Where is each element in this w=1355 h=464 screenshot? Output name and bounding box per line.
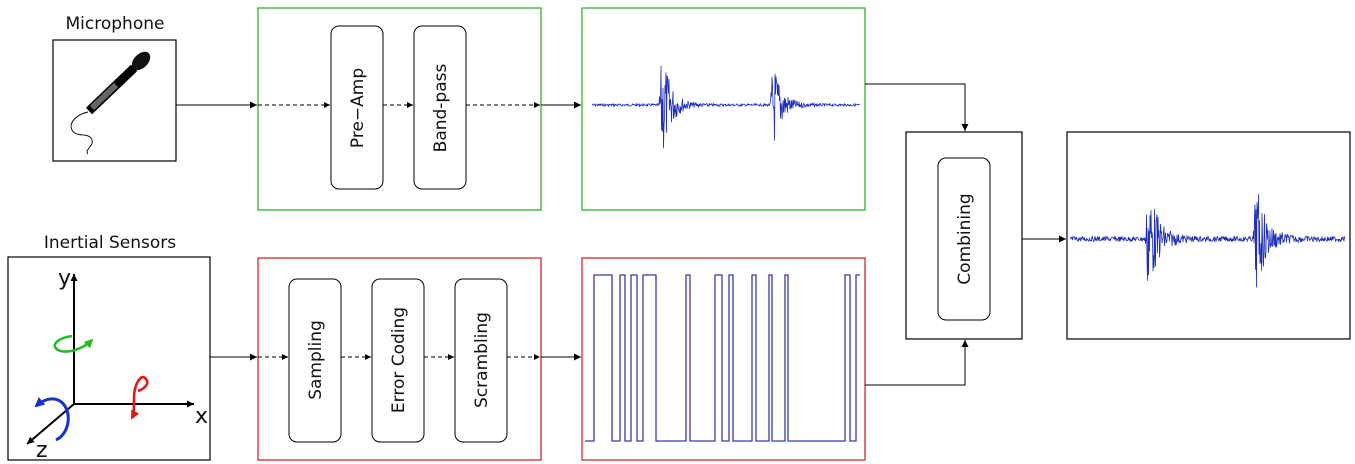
- y-axis-label: y: [58, 266, 71, 291]
- waveform-trace: [1069, 194, 1346, 288]
- sampling-block: [288, 278, 342, 443]
- inertial-processing-box: Sampling Error Coding Scrambling: [257, 257, 542, 461]
- square-wave-signal: [585, 274, 860, 442]
- square-wave-box: [581, 257, 866, 461]
- microphone-label: Microphone: [66, 14, 165, 34]
- audio-waveform-box: [581, 7, 866, 211]
- output-waveform-box: [1066, 131, 1351, 340]
- combiner-box: Combining: [905, 131, 1023, 340]
- inertial-sensors-box: y x z: [7, 256, 211, 463]
- square-to-combiner-arrow: [865, 340, 969, 386]
- 3d-axes-icon: y x z: [26, 266, 208, 463]
- rotation-y-arrow-icon: [53, 334, 94, 353]
- pre-amp-block: [330, 25, 384, 190]
- rotation-z-arrow-icon: [34, 396, 70, 442]
- inertial-sensors-label: Inertial Sensors: [44, 233, 176, 253]
- sampling-label: Sampling: [306, 320, 326, 400]
- audio-processing-box: Pre−Amp Band-pass: [257, 7, 542, 211]
- z-axis-label: z: [36, 438, 48, 463]
- combining-block: [937, 157, 991, 321]
- audio-waveform-plot: [591, 65, 860, 149]
- band-pass-block: [413, 25, 467, 190]
- microphone-box: [52, 39, 177, 162]
- band-pass-label: Band-pass: [431, 64, 451, 153]
- scrambling-block: [454, 278, 508, 443]
- rotation-x-arrow-icon: [130, 375, 149, 420]
- combining-label: Combining: [955, 193, 975, 284]
- error-coding-block: [371, 278, 425, 443]
- waveform-to-combiner-arrow: [865, 83, 969, 131]
- scrambling-label: Scrambling: [472, 312, 492, 408]
- waveform-trace: [591, 65, 860, 149]
- pre-amp-label: Pre−Amp: [348, 68, 368, 148]
- error-coding-label: Error Coding: [389, 307, 409, 413]
- x-axis-label: x: [195, 404, 208, 429]
- output-waveform-plot: [1069, 194, 1346, 288]
- microphone-icon: [70, 51, 151, 155]
